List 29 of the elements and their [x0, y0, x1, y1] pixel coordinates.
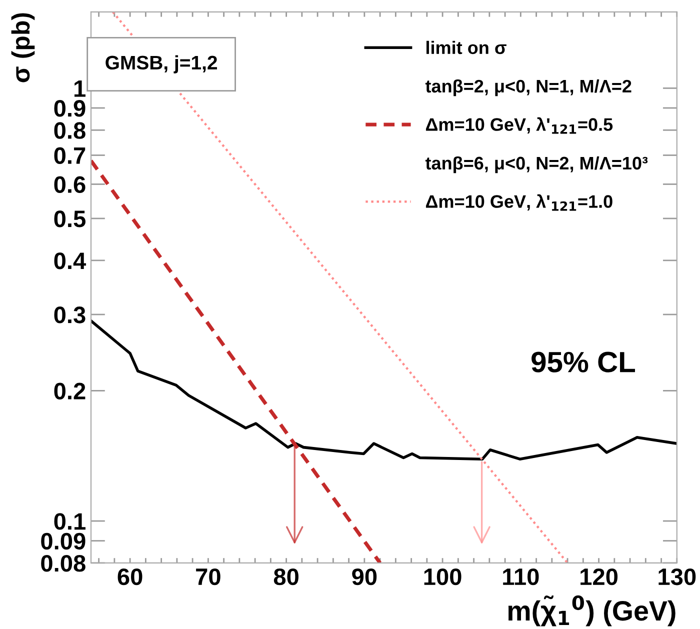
- y-tick-label: 1: [74, 80, 86, 97]
- x-axis-title: m(χ̃$_{1}$$^{0}$) (GeV): [508, 595, 676, 626]
- x-tick-label: 80: [274, 568, 298, 586]
- x-tick-label: 90: [352, 568, 377, 586]
- annotation: tanβ=6, μ<0, N=2, M/Λ=10³: [425, 156, 648, 174]
- annotation: 95% CL: [532, 352, 635, 372]
- legend-label: limit on σ: [426, 40, 506, 54]
- y-tick-label: 0.8: [54, 122, 86, 139]
- y-tick-label: 0.1: [54, 513, 86, 530]
- x-tick-label: 110: [503, 568, 539, 586]
- y-tick-label: 0.08: [41, 555, 86, 572]
- x-tick-label: 100: [424, 568, 462, 586]
- x-tick-label: 70: [196, 568, 220, 586]
- y-axis-title: σ (pb): [11, 13, 35, 82]
- annotation: GMSB, j=1,2: [106, 55, 217, 74]
- y-tick-label: 0.09: [41, 532, 86, 550]
- x-tick-label: 60: [118, 568, 142, 586]
- y-tick-label: 0.7: [54, 147, 86, 164]
- legend-label: Δm=10 GeV, λ'$_{121}$=1.0: [426, 194, 612, 211]
- y-tick-label: 0.5: [54, 210, 86, 228]
- y-tick-label: 0.3: [54, 306, 86, 324]
- y-tick-label: 0.9: [54, 100, 86, 117]
- y-tick-label: 0.6: [54, 176, 86, 193]
- x-tick-label: 130: [658, 568, 696, 586]
- legend-label: Δm=10 GeV, λ'$_{121}$=0.5: [426, 117, 613, 134]
- x-tick-label: 120: [580, 568, 618, 586]
- y-tick-label: 0.2: [54, 382, 86, 400]
- y-tick-label: 0.4: [54, 252, 86, 270]
- annotation: tanβ=2, μ<0, N=1, M/Λ=2: [425, 79, 632, 96]
